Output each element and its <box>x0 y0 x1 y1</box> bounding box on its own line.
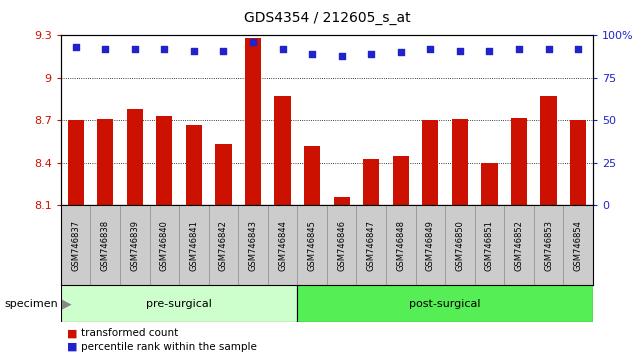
Bar <box>304 146 320 205</box>
Text: GSM746853: GSM746853 <box>544 219 553 271</box>
Point <box>514 46 524 52</box>
Point <box>573 46 583 52</box>
Bar <box>452 119 468 205</box>
Text: GSM746838: GSM746838 <box>101 219 110 271</box>
Text: specimen: specimen <box>4 298 58 309</box>
Bar <box>481 163 497 205</box>
Text: GSM746847: GSM746847 <box>367 219 376 271</box>
Bar <box>245 38 261 205</box>
Point <box>219 48 229 53</box>
Bar <box>127 109 143 205</box>
Bar <box>540 96 557 205</box>
Point <box>71 45 81 50</box>
Text: GSM746844: GSM746844 <box>278 220 287 270</box>
Text: percentile rank within the sample: percentile rank within the sample <box>81 342 257 352</box>
Bar <box>297 285 593 322</box>
Text: ■: ■ <box>67 342 78 352</box>
Point <box>248 39 258 45</box>
Bar <box>61 285 297 322</box>
Text: pre-surgical: pre-surgical <box>146 298 212 309</box>
Bar <box>333 197 350 205</box>
Point <box>544 46 554 52</box>
Point <box>100 46 110 52</box>
Bar <box>570 120 587 205</box>
Point <box>425 46 435 52</box>
Bar <box>67 120 84 205</box>
Point <box>278 46 288 52</box>
Bar <box>274 96 291 205</box>
Text: post-surgical: post-surgical <box>410 298 481 309</box>
Text: GSM746848: GSM746848 <box>396 219 405 271</box>
Text: GSM746843: GSM746843 <box>249 219 258 271</box>
Point <box>395 50 406 55</box>
Point <box>189 48 199 53</box>
Text: GSM746845: GSM746845 <box>308 220 317 270</box>
Bar <box>186 125 202 205</box>
Text: GSM746849: GSM746849 <box>426 220 435 270</box>
Point <box>366 51 376 57</box>
Text: ▶: ▶ <box>58 297 71 310</box>
Text: GSM746850: GSM746850 <box>455 220 465 270</box>
Text: GSM746842: GSM746842 <box>219 220 228 270</box>
Point <box>455 48 465 53</box>
Text: GSM746854: GSM746854 <box>574 220 583 270</box>
Text: GSM746837: GSM746837 <box>71 219 80 271</box>
Text: GSM746840: GSM746840 <box>160 220 169 270</box>
Text: GDS4354 / 212605_s_at: GDS4354 / 212605_s_at <box>244 11 410 25</box>
Point <box>159 46 169 52</box>
Point <box>129 46 140 52</box>
Text: GSM746852: GSM746852 <box>515 220 524 270</box>
Bar <box>215 144 231 205</box>
Bar <box>363 159 379 205</box>
Text: GSM746841: GSM746841 <box>189 220 199 270</box>
Text: transformed count: transformed count <box>81 329 179 338</box>
Bar <box>393 156 409 205</box>
Bar <box>511 118 527 205</box>
Text: ■: ■ <box>67 329 78 338</box>
Text: GSM746839: GSM746839 <box>130 219 139 271</box>
Bar <box>156 116 172 205</box>
Point <box>307 51 317 57</box>
Point <box>337 53 347 59</box>
Text: GSM746846: GSM746846 <box>337 219 346 271</box>
Text: GSM746851: GSM746851 <box>485 220 494 270</box>
Bar <box>422 120 438 205</box>
Point <box>485 48 495 53</box>
Bar <box>97 119 113 205</box>
